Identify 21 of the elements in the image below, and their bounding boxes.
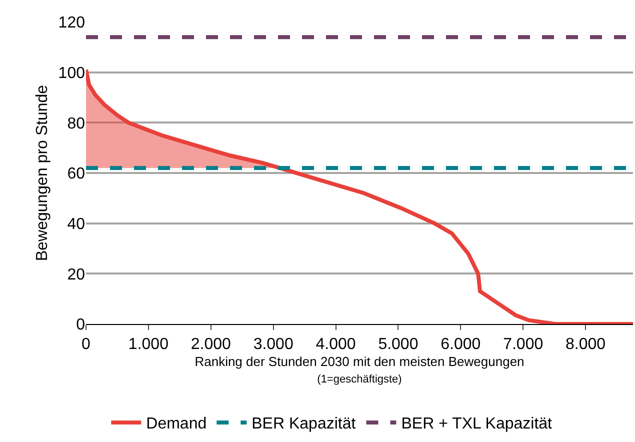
line-series (86, 68, 633, 324)
x-axis-title: Ranking der Stunden 2030 mit den meisten Bewegungen (1=geschäftigste) (194, 354, 524, 386)
y-tick-label: 100 (58, 64, 86, 82)
x-tick-label: 7.000 (503, 336, 544, 354)
y-tick-label: 20 (67, 266, 86, 284)
y-tick-label: 0 (76, 316, 86, 334)
legend-label: BER Kapazität (252, 416, 356, 433)
x-tick-label: 3.000 (253, 336, 294, 354)
y-axis-title: Bewegungen pro Stunde (34, 84, 52, 262)
y-tick-label: 60 (67, 166, 86, 183)
y-tick-label: 80 (67, 115, 86, 132)
x-tick-label: 5.000 (378, 336, 418, 354)
y-tick-label: 40 (67, 216, 86, 233)
x-tick-label: 2.000 (190, 336, 232, 354)
legend-label: Demand (146, 416, 207, 433)
x-tick-label: 4.000 (316, 336, 356, 354)
y-tick-label: 120 (58, 14, 86, 32)
legend-label: BER + TXL Kapazität (401, 416, 553, 433)
x-tick-label: 6.000 (440, 336, 481, 354)
x-tick-label: 1.000 (128, 336, 169, 354)
x-tick-label: 8.000 (566, 336, 606, 354)
